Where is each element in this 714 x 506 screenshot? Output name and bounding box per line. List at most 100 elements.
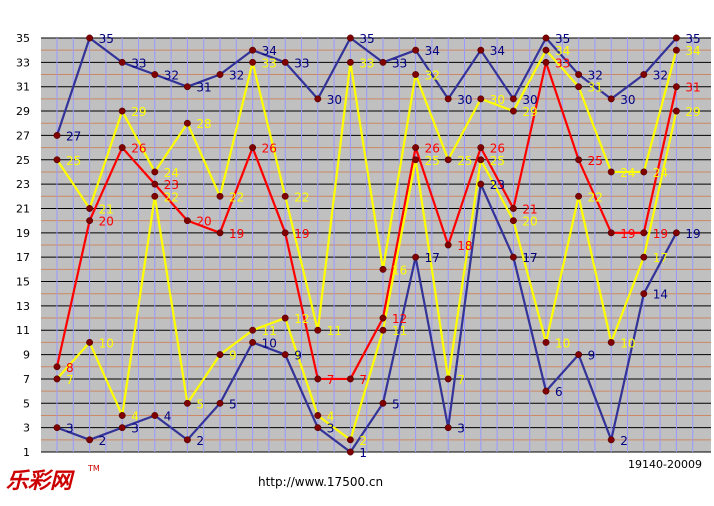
data-point (444, 95, 452, 103)
data-label: 33 (294, 56, 309, 70)
data-label: 2 (359, 434, 367, 448)
data-point (509, 217, 517, 225)
data-label: 23 (490, 178, 505, 192)
data-point (151, 180, 159, 188)
data-point (249, 326, 257, 334)
data-label: 17 (425, 251, 440, 265)
data-label: 30 (490, 93, 505, 107)
data-point (412, 156, 420, 164)
data-label: 26 (490, 142, 505, 156)
y-tick-label: 31 (16, 81, 30, 94)
data-label: 22 (294, 190, 309, 204)
data-labels: 2735333231323433303533343034303532303235… (66, 32, 701, 460)
data-label: 21 (522, 202, 537, 216)
data-point (53, 156, 61, 164)
data-label: 23 (164, 178, 179, 192)
data-point (379, 314, 387, 322)
data-point (118, 144, 126, 152)
data-label: 19 (653, 227, 668, 241)
site-logo: 乐彩网 (6, 469, 75, 494)
data-label: 6 (555, 385, 563, 399)
data-label: 2 (99, 434, 107, 448)
data-label: 21 (99, 202, 114, 216)
data-label: 3 (457, 422, 465, 436)
data-label: 31 (196, 81, 211, 95)
data-point (379, 265, 387, 273)
data-point (412, 46, 420, 54)
data-point (672, 83, 680, 91)
data-point (477, 156, 485, 164)
data-label: 32 (653, 69, 668, 83)
data-label: 30 (457, 93, 472, 107)
data-label: 3 (327, 422, 335, 436)
y-tick-label: 1 (23, 446, 30, 459)
data-point (412, 71, 420, 78)
data-label: 25 (66, 154, 81, 168)
data-label: 14 (653, 288, 668, 302)
data-point (509, 205, 517, 212)
data-point (542, 387, 550, 395)
data-point (346, 375, 354, 383)
data-label: 12 (294, 312, 309, 326)
data-point (346, 58, 354, 66)
y-tick-label: 19 (16, 227, 30, 240)
data-point (575, 83, 583, 91)
data-label: 17 (522, 251, 537, 265)
data-label: 2 (620, 434, 628, 448)
data-label: 24 (653, 166, 668, 180)
data-point (314, 326, 322, 334)
data-point (542, 58, 550, 66)
series-line (56, 183, 678, 454)
series-line (56, 49, 678, 332)
data-point (444, 375, 452, 383)
data-label: 17 (653, 251, 668, 265)
data-point (183, 119, 191, 127)
data-label: 3 (131, 422, 139, 436)
data-label: 32 (229, 69, 244, 83)
data-label: 4 (327, 409, 335, 423)
data-point (118, 58, 126, 66)
grid-lines (41, 37, 711, 453)
y-tick-label: 35 (16, 32, 30, 45)
data-label: 4 (131, 409, 139, 423)
data-label: 7 (327, 373, 335, 387)
data-point (672, 229, 680, 237)
data-point (575, 351, 583, 359)
data-label: 11 (392, 324, 407, 338)
data-point (640, 290, 648, 298)
data-label: 30 (522, 93, 537, 107)
data-point (118, 107, 126, 115)
data-point (509, 107, 517, 115)
data-point (281, 229, 289, 237)
data-point (379, 399, 387, 407)
data-point (86, 205, 94, 212)
data-label: 8 (66, 361, 74, 375)
data-point (216, 399, 224, 407)
data-label: 27 (66, 129, 81, 143)
data-point (542, 46, 550, 54)
data-label: 35 (359, 32, 374, 46)
data-point (249, 144, 257, 152)
data-label: 33 (262, 56, 277, 70)
data-label: 9 (588, 349, 596, 363)
data-point (444, 241, 452, 249)
y-tick-label: 21 (16, 202, 30, 215)
data-point (151, 192, 159, 200)
trademark-mark: TM (87, 464, 100, 473)
data-point (640, 253, 648, 261)
y-tick-label: 5 (23, 397, 30, 410)
data-label: 3 (66, 422, 74, 436)
data-point (444, 424, 452, 432)
data-point (314, 412, 322, 419)
data-point (216, 192, 224, 200)
data-label: 5 (196, 397, 204, 411)
data-label: 20 (196, 215, 211, 229)
y-tick-label: 15 (16, 276, 30, 289)
y-tick-label: 11 (16, 324, 30, 337)
period-range: 19140-20009 (628, 458, 702, 471)
data-point (249, 46, 257, 54)
data-label: 25 (425, 154, 440, 168)
data-point (379, 58, 387, 66)
data-label: 24 (620, 166, 635, 180)
